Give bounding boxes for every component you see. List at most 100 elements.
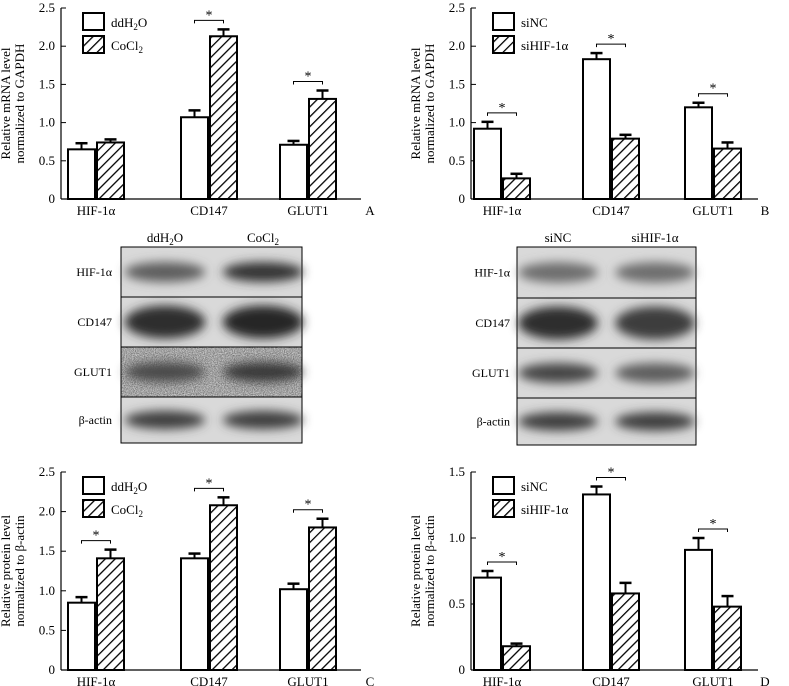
panel-c-chart: 0 0.5 1.0 1.5 2.0 2.5 Relative protein level no… (0, 464, 374, 686)
blot-row-label: HIF-1α (76, 265, 112, 279)
bar (684, 548, 713, 672)
significance-bracket (596, 43, 626, 48)
x-tick-label: CD147 (592, 674, 630, 686)
y-tick-label: 1.0 (449, 530, 465, 545)
y-tick-label: 2.0 (39, 504, 55, 519)
y-tick-label: 0 (459, 191, 466, 206)
bar (473, 576, 502, 671)
bar (209, 35, 238, 200)
legend-swatch (492, 476, 515, 495)
bar (279, 588, 308, 671)
legend-swatch (82, 476, 105, 495)
blot-row-label: CD147 (77, 315, 112, 329)
x-tick-label: CD147 (190, 203, 228, 218)
x-tick-label: HIF-1α (77, 674, 116, 686)
x-tick-label: CD147 (190, 674, 228, 686)
y-tick-label: 1.5 (39, 76, 55, 91)
significance-bracket (698, 528, 728, 532)
blot-row-label: β-actin (79, 413, 112, 427)
y-tick-label: 0 (49, 662, 56, 677)
significance-star: * (206, 8, 213, 23)
bar (308, 526, 337, 671)
bar (279, 143, 308, 200)
significance-bracket (194, 19, 224, 24)
significance-star: * (710, 517, 717, 532)
significance-bracket (293, 509, 323, 513)
blot-left: ddH2O CoCl2 HIF-1α CD147 GLUT1 β-actin (74, 230, 304, 444)
blot-band (124, 305, 206, 339)
y-tick-label: 0.5 (39, 622, 55, 637)
blot-row-label: GLUT1 (472, 366, 510, 380)
significance-star: * (499, 550, 506, 565)
y-tick-label: 1.0 (39, 583, 55, 598)
blot-band (222, 305, 304, 339)
y-tick-label: 1.5 (449, 76, 465, 91)
significance-star: * (93, 529, 100, 544)
legend-label: CoCl2 (111, 502, 143, 519)
bar (582, 493, 611, 671)
blot-band (518, 262, 598, 283)
blot-row-label: CD147 (475, 316, 510, 330)
panel-letter: C (366, 674, 375, 686)
blot-lane-label: siNC (545, 230, 572, 245)
blot-band (222, 262, 304, 282)
significance-star: * (710, 82, 717, 97)
y-axis-label: normalized to GAPDH (422, 44, 437, 164)
bar (582, 58, 611, 200)
bar (713, 605, 742, 672)
bar (180, 557, 209, 671)
bar (502, 645, 531, 671)
bar (473, 127, 502, 201)
y-tick-label: 1.0 (449, 115, 465, 130)
y-tick-label: 2.5 (449, 0, 465, 15)
y-axis-label: Relative mRNA level (0, 47, 13, 159)
panel-d-chart: 0 0.5 1.0 1.5 Relative protein level normaliz… (408, 464, 770, 686)
significance-bracket (487, 112, 517, 116)
blot-lane-label: ddH2O (147, 230, 183, 247)
significance-bracket (596, 477, 626, 481)
blot-lane-label: CoCl2 (247, 230, 279, 247)
legend-label: siHIF-1α (521, 502, 568, 517)
panel-letter: B (761, 203, 770, 218)
significance-bracket (698, 93, 728, 97)
blot-right: siNC siHIF-1α HIF-1α CD147 GLUT1 β-actin (472, 230, 697, 446)
blot-lane-label: siHIF-1α (631, 230, 678, 245)
bar (611, 592, 640, 671)
legend-swatch (492, 35, 515, 54)
panel-letter: A (365, 203, 375, 218)
bar (67, 601, 96, 671)
blot-band (124, 410, 206, 430)
x-tick-label: GLUT1 (287, 674, 328, 686)
blot-row-label: β-actin (477, 415, 510, 429)
blot-row-label: GLUT1 (74, 365, 112, 379)
significance-star: * (206, 476, 213, 491)
x-tick-label: GLUT1 (692, 203, 733, 218)
blot-band (124, 262, 206, 282)
y-axis-label: normalized to GAPDH (12, 44, 27, 164)
y-tick-label: 0 (49, 191, 56, 206)
legend-label: CoCl2 (111, 38, 143, 55)
blot-band (518, 363, 598, 383)
panel-a-chart: 0 0.5 1.0 1.5 2.0 2.5 Relative mRNA level norma… (0, 0, 375, 218)
bar (684, 106, 713, 200)
y-tick-label: 2.0 (449, 38, 465, 53)
y-tick-label: 1.5 (449, 464, 465, 479)
legend-swatch (82, 35, 105, 54)
y-tick-label: 2.5 (39, 0, 55, 15)
legend-label: ddH2O (111, 479, 147, 496)
bar (502, 177, 531, 200)
bar (209, 504, 238, 671)
blot-band (615, 412, 695, 431)
x-tick-label: HIF-1α (483, 674, 522, 686)
y-axis-label: Relative protein level (0, 515, 13, 627)
legend-swatch (82, 12, 105, 31)
y-tick-label: 2.0 (39, 38, 55, 53)
y-tick-label: 0.5 (449, 153, 465, 168)
x-tick-label: HIF-1α (77, 203, 116, 218)
legend-swatch (492, 12, 515, 31)
significance-bracket (293, 81, 323, 85)
y-axis-label: Relative protein level (408, 515, 423, 627)
legend-label: siNC (521, 15, 548, 30)
legend-label: siNC (521, 479, 548, 494)
